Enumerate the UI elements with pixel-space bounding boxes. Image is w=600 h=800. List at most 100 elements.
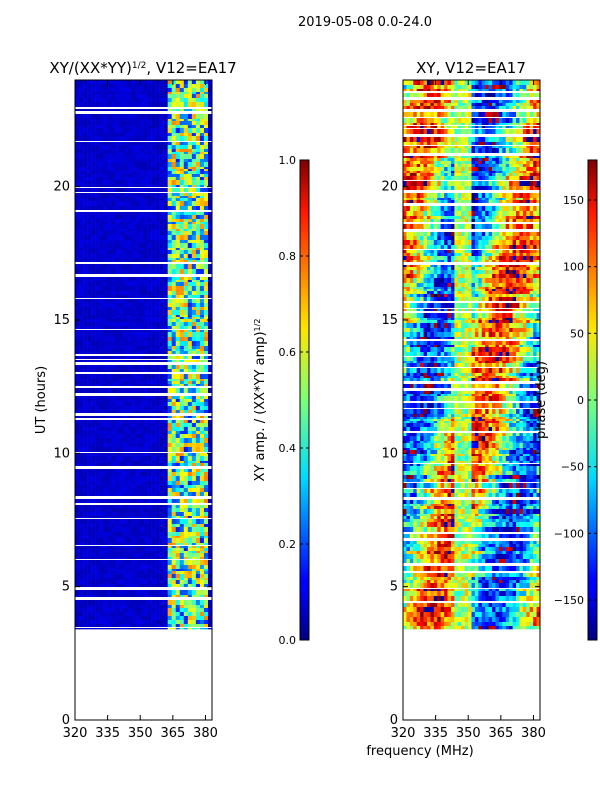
heatmap-cell [179, 379, 185, 381]
heatmap-cell [83, 612, 88, 616]
heatmap-cell [139, 224, 144, 229]
heatmap-cell [163, 171, 168, 174]
heatmap-cell [512, 85, 517, 89]
heatmap-cell [195, 180, 201, 185]
heatmap-cell [103, 235, 108, 240]
heatmap-cell [191, 388, 197, 393]
heatmap-cell [199, 196, 205, 198]
heatmap-cell [119, 485, 124, 488]
heatmap-cell [151, 128, 156, 133]
heatmap-cell [143, 169, 148, 171]
heatmap-cell [103, 149, 108, 152]
heatmap-cell [95, 185, 100, 187]
heatmap-cell [159, 243, 164, 248]
heatmap-cell [131, 219, 136, 222]
heatmap-cell [163, 365, 168, 369]
heatmap-cell [135, 551, 140, 553]
heatmap-cell [203, 620, 209, 624]
heatmap-cell [115, 125, 120, 128]
heatmap-cell [75, 580, 80, 584]
heatmap-cell [107, 159, 112, 162]
heatmap-cell [99, 543, 104, 545]
heatmap-cell [87, 291, 92, 295]
heatmap-cell [139, 560, 144, 565]
heatmap-cell [95, 527, 100, 532]
heatmap-cell [159, 269, 164, 274]
heatmap-cell [163, 229, 168, 231]
heatmap-cell [147, 322, 152, 326]
heatmap-cell [183, 532, 189, 536]
heatmap-cell [87, 254, 92, 258]
heatmap-cell [203, 250, 209, 254]
heatmap-cell [135, 628, 140, 630]
heatmap-cell [175, 492, 181, 496]
heatmap-cell [91, 595, 96, 597]
heatmap-cell [75, 98, 80, 102]
heatmap-cell [203, 469, 209, 472]
heatmap-cell [103, 571, 108, 574]
heatmap-cell [171, 410, 177, 413]
heatmap-cell [191, 219, 197, 222]
heatmap-cell [191, 180, 197, 185]
heatmap-cell [151, 193, 156, 196]
heatmap-cell [79, 206, 84, 210]
heatmap-cell [203, 524, 209, 527]
heatmap-cell [207, 248, 213, 250]
heatmap-cell [87, 169, 92, 171]
heatmap-cell [95, 303, 100, 307]
heatmap-cell [183, 578, 189, 580]
heatmap-cell [159, 620, 164, 624]
heatmap-cell [179, 215, 185, 219]
heatmap-cell [131, 254, 136, 258]
heatmap-cell [167, 492, 173, 496]
heatmap-cell [99, 254, 104, 258]
heatmap-cell [87, 229, 92, 231]
heatmap-cell [147, 299, 152, 303]
heatmap-cell [175, 119, 181, 121]
heatmap-cell [119, 399, 124, 402]
heatmap-cell [135, 154, 140, 159]
heatmap-cell [187, 527, 193, 532]
heatmap-cell [522, 80, 527, 85]
heatmap-cell [207, 80, 213, 84]
heatmap-cell [155, 388, 160, 393]
heatmap-cell [107, 571, 112, 574]
heatmap-cell [155, 620, 160, 624]
heatmap-cell [83, 438, 88, 443]
heatmap-cell [167, 142, 173, 145]
heatmap-cell [199, 180, 205, 185]
heatmap-cell [123, 125, 128, 128]
heatmap-cell [115, 492, 120, 496]
heatmap-cell [195, 330, 201, 332]
heatmap-cell [195, 612, 201, 616]
heatmap-cell [115, 574, 120, 578]
heatmap-cell [79, 548, 84, 551]
heatmap-cell [111, 206, 116, 210]
heatmap-cell [75, 379, 80, 381]
heatmap-cell [115, 196, 120, 198]
heatmap-cell [115, 169, 120, 171]
heatmap-cell [75, 224, 80, 229]
heatmap-cell [171, 198, 177, 201]
heatmap-cell [99, 472, 104, 476]
heatmap-cell [195, 536, 201, 538]
heatmap-cell [79, 427, 84, 431]
heatmap-cell [203, 569, 209, 571]
heatmap-cell [183, 198, 189, 201]
heatmap-cell [155, 119, 160, 121]
heatmap-cell [175, 472, 181, 476]
heatmap-cell [87, 605, 92, 608]
heatmap-cell [127, 532, 132, 536]
heatmap-cell [183, 84, 189, 88]
heatmap-cell [79, 605, 84, 608]
heatmap-cell [151, 254, 156, 258]
heatmap-cell [115, 453, 120, 456]
heatmap-cell [195, 332, 201, 337]
heatmap-cell [135, 152, 140, 154]
heatmap-cell [167, 326, 173, 329]
heatmap-cell [75, 346, 80, 349]
heatmap-cell [179, 543, 185, 545]
heatmap-cell [195, 571, 201, 574]
heatmap-cell [79, 125, 84, 128]
heatmap-cell [91, 538, 96, 543]
